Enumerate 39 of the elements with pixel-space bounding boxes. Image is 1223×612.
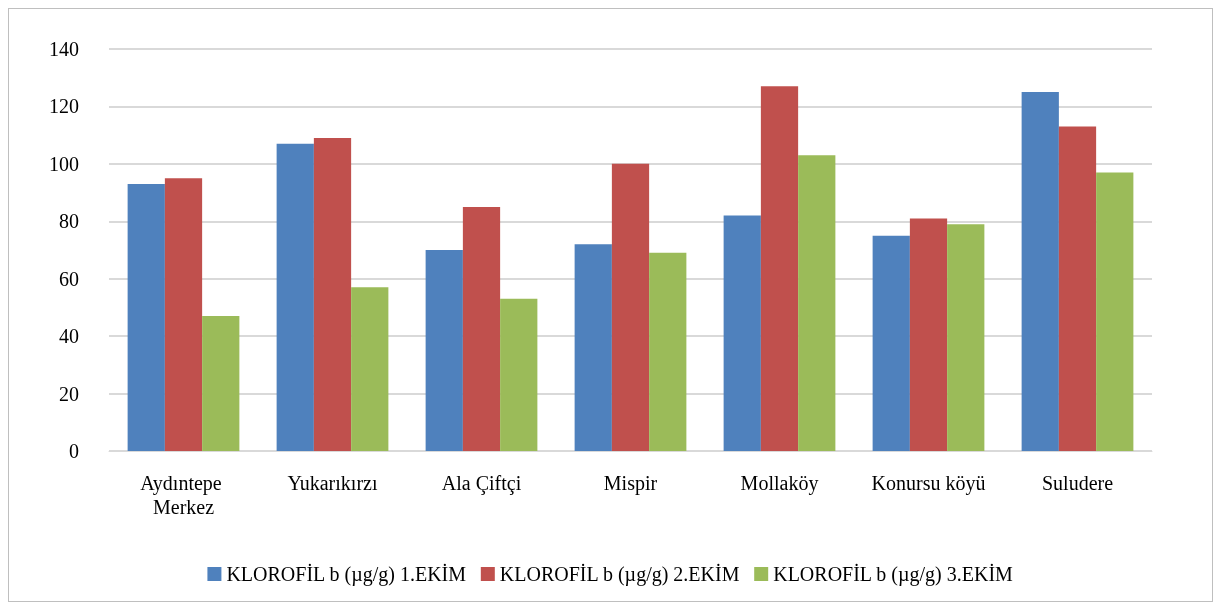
y-tick-label: 100 <box>49 152 79 175</box>
bar <box>909 218 948 451</box>
legend-label: KLOROFİL b (µg/g) 1.EKİM <box>226 563 467 586</box>
bar <box>202 316 240 451</box>
x-tick-label: Suludere <box>1041 472 1114 494</box>
bar <box>164 178 203 451</box>
y-tick-label: 80 <box>59 210 79 233</box>
x-tick-label: Ala Çiftçi <box>441 472 522 495</box>
bar <box>574 244 612 451</box>
bar <box>351 287 389 451</box>
y-tick-label: 20 <box>59 382 79 405</box>
bar <box>723 215 761 451</box>
y-tick-label: 40 <box>59 325 79 348</box>
y-tick-label: 140 <box>49 38 79 60</box>
x-tick-label: Yukarıkırzı <box>287 472 378 494</box>
bar <box>760 86 799 451</box>
bar <box>127 183 165 451</box>
bar <box>798 155 836 451</box>
bar <box>313 138 352 451</box>
x-tick-label: Aydıntepe Merkez <box>140 472 227 518</box>
x-tick-label: Mispir <box>603 472 658 495</box>
y-tick-label: 0 <box>69 440 79 462</box>
bar <box>462 206 501 451</box>
bar <box>611 163 650 451</box>
bar <box>1096 172 1134 451</box>
legend-label: KLOROFİL b (µg/g) 3.EKİM <box>773 563 1014 586</box>
x-tick-label: Mollaköy <box>740 472 819 495</box>
bar <box>276 143 314 451</box>
legend-label: KLOROFİL b (µg/g) 2.EKİM <box>499 563 740 586</box>
bar <box>947 224 985 451</box>
bar <box>1021 92 1059 451</box>
y-tick-label: 120 <box>49 95 79 118</box>
bar <box>500 298 538 451</box>
x-tick-label: Konursu köyü <box>871 472 986 495</box>
bar <box>649 252 687 451</box>
y-tick-label: 60 <box>59 267 79 290</box>
bar <box>872 235 910 451</box>
bar <box>425 250 463 451</box>
bar <box>1058 126 1097 451</box>
